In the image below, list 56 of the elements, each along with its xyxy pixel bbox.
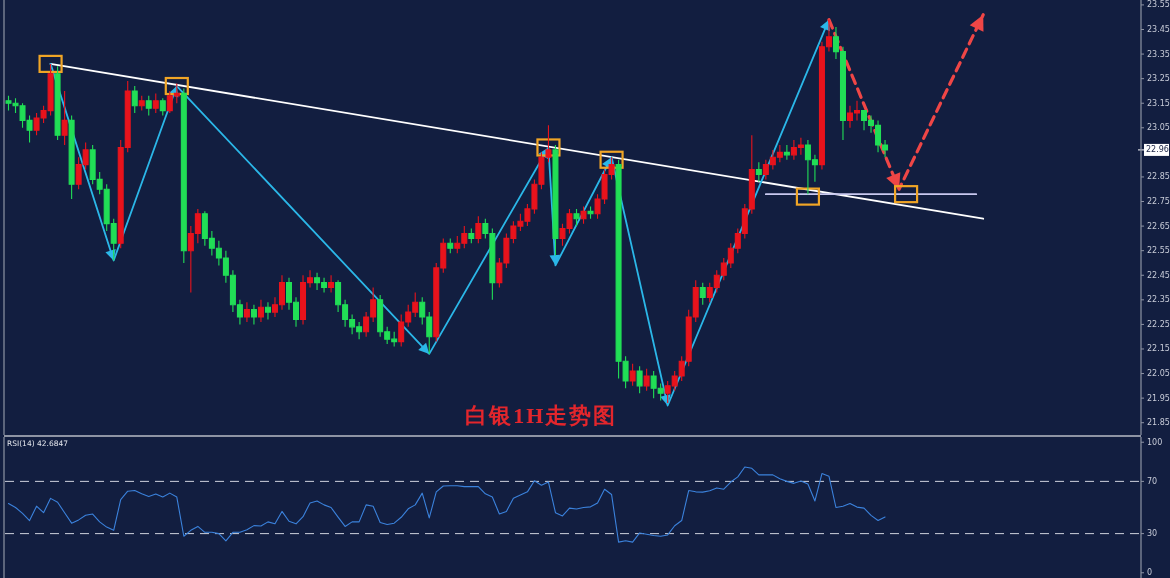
candlestick: [783, 144, 790, 161]
point: [599, 150, 624, 169]
y-tick-label: 0: [1147, 568, 1153, 578]
candlestick: [468, 228, 475, 244]
point: [536, 138, 561, 157]
y-tick-label: 23.55: [1147, 0, 1170, 10]
y-tick-label: 22.85: [1147, 172, 1170, 182]
candlestick: [250, 304, 257, 325]
point: [164, 76, 189, 96]
candlestick: [145, 95, 152, 117]
y-tick-label: 22.25: [1147, 319, 1170, 329]
y-tick-label: 22.65: [1147, 221, 1170, 231]
point: [38, 54, 63, 73]
y-tick-label: 22.05: [1147, 369, 1170, 379]
candlestick: [138, 95, 145, 112]
text: 白银1H走势图: [465, 403, 618, 428]
candlestick: [152, 92, 159, 114]
y-tick-label: 23.35: [1147, 49, 1170, 59]
candlestick: [643, 368, 650, 392]
ref-line-label: 22.96: [1146, 145, 1169, 155]
y-tick-label: 22.75: [1147, 197, 1170, 207]
y-tick-label: 23.25: [1147, 74, 1170, 84]
candlestick: [447, 237, 454, 254]
y-tick-label: 21.95: [1147, 393, 1170, 403]
candlestick: [257, 299, 264, 323]
y-tick-label: 23.45: [1147, 24, 1170, 34]
candlestick: [580, 205, 587, 225]
candlestick: [636, 365, 643, 394]
candlestick: [264, 301, 271, 321]
candlestick: [755, 161, 762, 183]
y-tick-label: 30: [1147, 529, 1158, 539]
y-tick-label: 23.15: [1147, 98, 1170, 108]
line-series: [7, 466, 886, 543]
y-tick-label: 23.05: [1147, 123, 1170, 133]
candlestick: [61, 90, 68, 146]
candlestick: [573, 208, 580, 227]
candlestick: [159, 97, 166, 117]
candlestick: [68, 114, 75, 200]
y-tick-label: 100: [1147, 437, 1163, 447]
y-tick-label: 22.55: [1147, 246, 1170, 256]
candlestick: [131, 85, 138, 114]
candlestick: [54, 65, 61, 141]
candlestick: [475, 215, 482, 244]
y-tick-label: 21.85: [1147, 418, 1170, 428]
candlestick: [328, 274, 335, 294]
candlestick: [587, 205, 594, 220]
point: [795, 187, 821, 206]
y-tick-label: 22.35: [1147, 295, 1170, 305]
candlestick: [699, 282, 706, 306]
point: [893, 185, 919, 204]
y-tick-label: 70: [1147, 476, 1158, 486]
candlestick: [629, 363, 636, 387]
y-tick-label: 22.45: [1147, 270, 1170, 280]
candlestick: [243, 301, 250, 323]
candlestick: [180, 87, 187, 264]
y-tick-label: 22.15: [1147, 344, 1170, 354]
